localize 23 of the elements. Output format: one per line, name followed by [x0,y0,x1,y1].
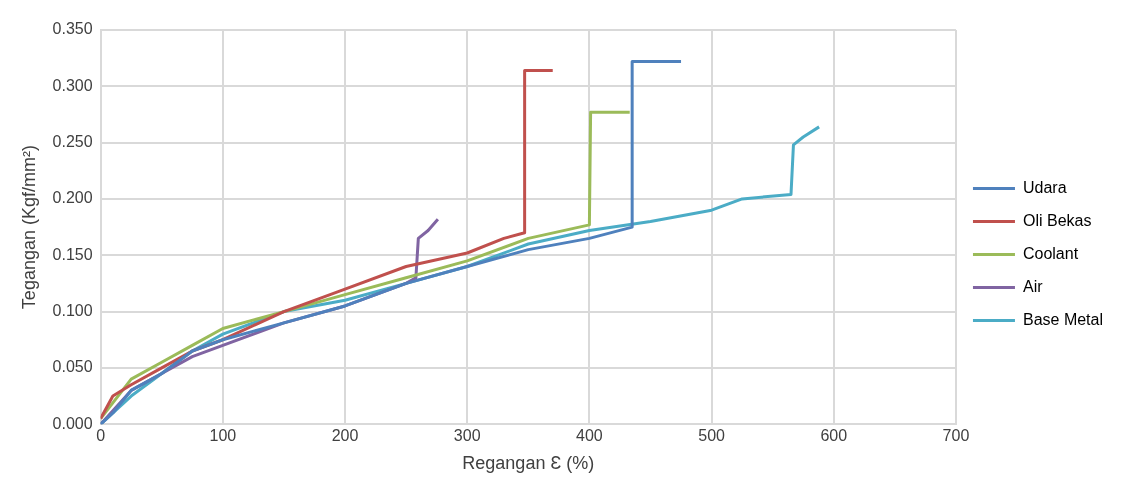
y-tick-label: 0.150 [52,245,93,263]
y-tick-label: 0.300 [52,76,93,94]
y-tick-label: 0.100 [52,301,93,319]
x-tick-label: 300 [453,427,481,445]
legend-label: Oli Bekas [1022,211,1092,229]
y-tick-label: 0.200 [52,189,93,207]
y-axis-title: Tegangan (Kgf/mm²) [18,145,39,310]
y-tick-label: 0.000 [52,414,93,432]
y-tick-label: 0.050 [52,358,93,376]
x-tick-label: 0 [96,427,106,445]
legend-label: Udara [1022,178,1067,196]
x-tick-label: 600 [820,427,848,445]
legend-label: Base Metal [1022,310,1104,328]
legend-label: Air [1022,277,1044,295]
y-tick-label: 0.350 [52,20,93,38]
x-tick-label: 200 [331,427,359,445]
x-tick-label: 100 [209,427,237,445]
x-tick-label: 400 [576,427,603,445]
x-tick-label: 500 [698,427,726,445]
legend-label: Coolant [1022,244,1079,262]
y-tick-label: 0.250 [52,133,93,151]
x-axis-title: Regangan Ɛ (%) [462,453,595,474]
x-tick-label: 700 [942,427,970,445]
